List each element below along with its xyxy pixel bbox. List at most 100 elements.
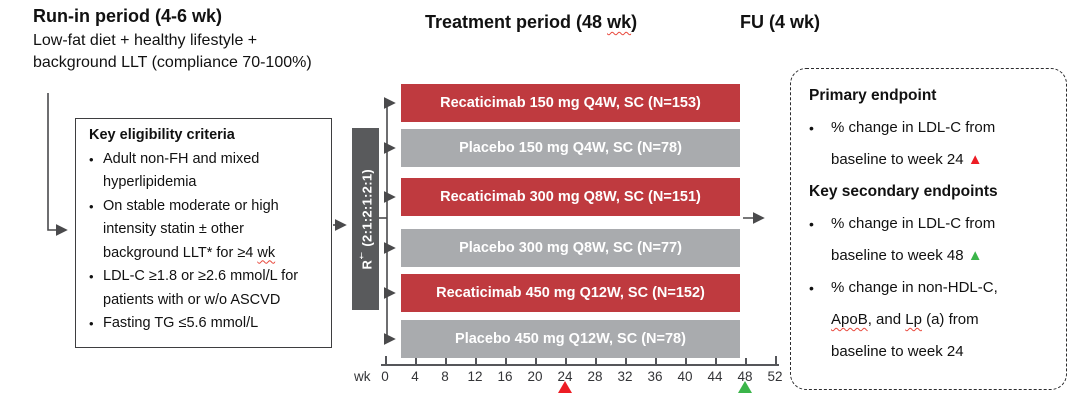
text-segment: On stable moderate or high bbox=[103, 197, 279, 214]
text-segment: % change in non-HDL-C, bbox=[831, 279, 998, 296]
endpoint-bullet: % change in LDL-C from baseline to week 4… bbox=[809, 208, 1056, 272]
axis-tick-label: 40 bbox=[677, 369, 693, 384]
runin-to-eligibility-connector bbox=[47, 93, 68, 236]
axis-week-marker-24 bbox=[558, 381, 572, 393]
axis-tick bbox=[775, 355, 777, 364]
bullet-text: % change in non-HDL-C, ApoB, and Lp (a) f… bbox=[831, 272, 998, 368]
eligibility-bullet: LDL-C ≥1.8 or ≥2.6 mmol/L for patients wi… bbox=[89, 265, 323, 312]
axis-tick bbox=[655, 357, 657, 364]
arm-label: Recaticimab 150 mg Q4W, SC (N=153) bbox=[440, 95, 701, 111]
arm-label: Placebo 300 mg Q8W, SC (N=77) bbox=[459, 240, 682, 256]
bullet-dot bbox=[809, 112, 831, 176]
endpoints-content: Primary endpoint % change in LDL-C from ba… bbox=[809, 80, 1056, 368]
treatment-arm-bar: Recaticimab 300 mg Q8W, SC (N=151) bbox=[401, 178, 740, 216]
axis-tick-label: 8 bbox=[441, 369, 449, 384]
text-segment: ) bbox=[631, 12, 638, 32]
bullet-dot bbox=[809, 272, 831, 368]
treatment-arm-bar: Recaticimab 450 mg Q12W, SC (N=152) bbox=[401, 274, 740, 312]
runin-description: Low-fat diet + healthy lifestyle + backg… bbox=[33, 30, 312, 74]
text-segment: LDL-C ≥1.8 or ≥2.6 mmol/L for bbox=[103, 268, 299, 284]
endpoint-section-title: Key secondary endpoints bbox=[809, 183, 998, 200]
text-segment: patients with or w/o ASCVD bbox=[103, 291, 281, 308]
randomization-box: R† (2:1:2:1:2:1) bbox=[352, 128, 379, 310]
axis-tick-label: 4 bbox=[411, 369, 419, 384]
randomization-label: R† (2:1:2:1:2:1) bbox=[357, 169, 374, 270]
runin-description-line: background LLT (compliance 70-100%) bbox=[33, 54, 312, 71]
text-segment: hyperlipidemia bbox=[103, 174, 197, 190]
axis-week-marker-48 bbox=[738, 381, 752, 393]
axis-tick bbox=[385, 355, 387, 364]
axis-tick-label: 32 bbox=[617, 369, 633, 384]
bullet-text: % change in LDL-C from baseline to week 4… bbox=[831, 208, 995, 272]
bullet-text: % change in LDL-C from baseline to week 2… bbox=[831, 112, 995, 176]
axis-tick-label: 52 bbox=[767, 369, 783, 384]
axis-tick bbox=[715, 357, 717, 364]
bullet-text: On stable moderate or high intensity stat… bbox=[103, 195, 279, 266]
runin-period-title: Run-in period (4-6 wk) bbox=[33, 6, 222, 26]
eligibility-bullet: Adult non-FH and mixed hyperlipidemia bbox=[89, 148, 323, 195]
text-segment: (2:1:2:1:2:1) bbox=[359, 168, 375, 251]
placebo-arm-bar: Placebo 450 mg Q12W, SC (N=78) bbox=[401, 320, 740, 358]
bullet-dot bbox=[89, 312, 103, 337]
eligibility-title: Key eligibility criteria bbox=[89, 127, 235, 143]
text-segment: , and bbox=[867, 311, 906, 328]
axis-tick bbox=[415, 357, 417, 364]
axis-tick bbox=[445, 357, 447, 364]
bullet-dot bbox=[89, 148, 103, 195]
treatment-period-title: Treatment period (48 wk) bbox=[425, 12, 637, 33]
endpoint-bullet: % change in LDL-C from baseline to week 2… bbox=[809, 112, 1056, 176]
bullet-dot bbox=[89, 195, 103, 266]
followup-period-title: FU (4 wk) bbox=[740, 12, 821, 32]
text-segment: Fasting TG ≤5.6 mmol/L bbox=[103, 315, 259, 331]
axis-unit-label: wk bbox=[354, 369, 371, 384]
axis-tick-label: 12 bbox=[467, 369, 483, 384]
axis-tick bbox=[535, 357, 537, 364]
bullet-dot bbox=[89, 265, 103, 312]
axis-tick-label: 28 bbox=[587, 369, 603, 384]
text-segment: intensity statin ± other bbox=[103, 221, 244, 237]
arm-label: Recaticimab 450 mg Q12W, SC (N=152) bbox=[436, 285, 705, 301]
text-segment: Adult non-FH and mixed bbox=[103, 150, 260, 167]
placebo-arm-bar: Placebo 150 mg Q4W, SC (N=78) bbox=[401, 129, 740, 167]
text-segment: wk bbox=[607, 12, 632, 32]
bullet-text: Adult non-FH and mixed hyperlipidemia bbox=[103, 148, 259, 195]
bullet-text: LDL-C ≥1.8 or ≥2.6 mmol/L for patients wi… bbox=[103, 265, 298, 312]
arm-label: Placebo 150 mg Q4W, SC (N=78) bbox=[459, 140, 682, 156]
text-segment: % change in LDL-C from bbox=[831, 119, 996, 136]
axis-tick-label: 48 bbox=[737, 369, 753, 384]
eligibility-bullet: On stable moderate or high intensity stat… bbox=[89, 195, 323, 266]
axis-tick bbox=[625, 357, 627, 364]
arm-label: Placebo 450 mg Q12W, SC (N=78) bbox=[455, 331, 686, 347]
text-segment: Lp bbox=[905, 311, 922, 328]
axis-tick-label: 16 bbox=[497, 369, 513, 384]
text-segment: % change in LDL-C from bbox=[831, 215, 996, 232]
text-segment: ▲ bbox=[967, 151, 983, 168]
axis-tick bbox=[565, 357, 567, 364]
axis-tick-label: 20 bbox=[527, 369, 543, 384]
eligibility-bullet-list: Adult non-FH and mixed hyperlipidemia On s… bbox=[89, 148, 323, 337]
axis-tick-label: 36 bbox=[647, 369, 663, 384]
axis-tick-label: 24 bbox=[557, 369, 573, 384]
axis-tick-label: 0 bbox=[381, 369, 389, 384]
axis-tick bbox=[505, 357, 507, 364]
treatment-arm-bar: Recaticimab 150 mg Q4W, SC (N=153) bbox=[401, 84, 740, 122]
axis-tick-label: 44 bbox=[707, 369, 723, 384]
text-segment: ▲ bbox=[967, 247, 983, 264]
text-segment: baseline to week 24 bbox=[831, 343, 964, 360]
text-segment: (a) from bbox=[921, 311, 979, 328]
axis-line bbox=[381, 364, 779, 366]
bullet-text: Fasting TG ≤5.6 mmol/L bbox=[103, 312, 258, 337]
text-segment: ApoB bbox=[831, 311, 868, 328]
text-segment: baseline to week 48 bbox=[831, 247, 968, 264]
endpoint-bullet: % change in non-HDL-C, ApoB, and Lp (a) f… bbox=[809, 272, 1056, 368]
axis-tick bbox=[475, 357, 477, 364]
bullet-dot bbox=[809, 208, 831, 272]
endpoints-box: Primary endpoint % change in LDL-C from ba… bbox=[790, 68, 1067, 390]
runin-description-line: Low-fat diet + healthy lifestyle + bbox=[33, 32, 258, 49]
arm-label: Recaticimab 300 mg Q8W, SC (N=151) bbox=[440, 189, 701, 205]
eligibility-bullet: Fasting TG ≤5.6 mmol/L bbox=[89, 312, 323, 337]
text-segment: background LLT* for ≥4 bbox=[103, 244, 258, 261]
text-segment: R bbox=[359, 259, 375, 270]
axis-tick bbox=[685, 357, 687, 364]
